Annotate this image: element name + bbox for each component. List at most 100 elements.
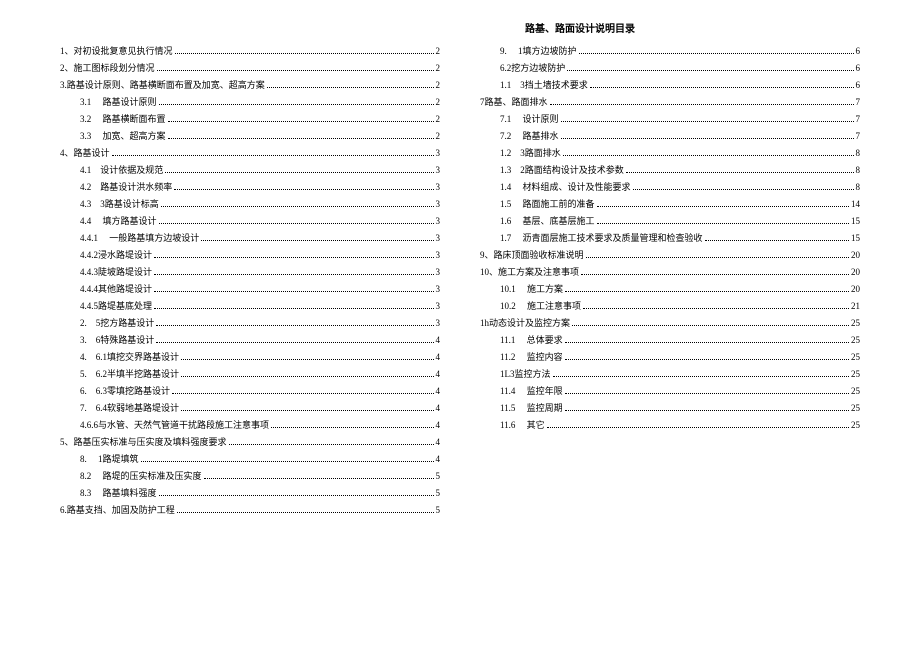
toc-dot-leader [157, 70, 434, 71]
toc-entry: 11.5 监控周期 25 [480, 400, 860, 417]
toc-entry: 7路基、路面排水7 [480, 94, 860, 111]
toc-dot-leader [565, 410, 849, 411]
toc-entry: 7. 6.4软弱地基路堤设计4 [60, 400, 440, 417]
toc-dot-leader [633, 189, 854, 190]
toc-dot-leader [156, 342, 433, 343]
toc-entry-page: 2 [436, 43, 441, 60]
toc-entry-page: 4 [436, 417, 441, 434]
toc-entry: 2、施工图标段划分情况2 [60, 60, 440, 77]
toc-dot-leader [565, 342, 849, 343]
toc-entry-page: 15 [851, 213, 860, 230]
toc-dot-leader [175, 53, 434, 54]
toc-entry-page: 3 [436, 213, 441, 230]
toc-entry-label: 1.6 基层、底基层施工 [500, 213, 595, 230]
toc-entry-page: 3 [436, 247, 441, 264]
toc-entry: 1.7 沥青面层施工技术要求及质量管理和检查验收15 [480, 230, 860, 247]
toc-entry: 5. 6.2半填半挖路基设计4 [60, 366, 440, 383]
toc-entry-page: 5 [436, 502, 441, 519]
toc-dot-leader [159, 104, 434, 105]
toc-dot-leader [141, 461, 434, 462]
toc-entry-label: 1.1 3挡土墙技术要求 [500, 77, 588, 94]
toc-entry: 7.2 路基排水7 [480, 128, 860, 145]
toc-entry-label: 4.4.2浸水路堤设计 [80, 247, 152, 264]
toc-entry: 4.4.2浸水路堤设计 3 [60, 247, 440, 264]
toc-dot-leader [154, 291, 433, 292]
toc-dot-leader [579, 53, 854, 54]
toc-dot-leader [168, 138, 434, 139]
toc-entry: 6. 6.3零填挖路基设计4 [60, 383, 440, 400]
toc-entry: 3.3 加宽、超高方案2 [60, 128, 440, 145]
toc-entry: 3.1 路基设计原则2 [60, 94, 440, 111]
toc-entry-page: 7 [856, 128, 861, 145]
toc-entry-page: 3 [436, 162, 441, 179]
toc-entry-page: 20 [851, 264, 860, 281]
toc-entry-label: 1.3 2路面结构设计及技术参数 [500, 162, 624, 179]
toc-entry-label: 5、路基压实标准与压实度及填料强度要求 [60, 434, 227, 451]
toc-entry: 1.3 2路面结构设计及技术参数 8 [480, 162, 860, 179]
toc-entry-page: 25 [851, 383, 860, 400]
toc-entry-page: 6 [856, 60, 861, 77]
toc-entry: 7.1 设计原则7 [480, 111, 860, 128]
toc-dot-leader [172, 393, 433, 394]
toc-entry-label: 4. 6.1填挖交界路基设计 [80, 349, 179, 366]
toc-dot-leader [547, 427, 849, 428]
toc-entry-label: 10.1 施工方案 [500, 281, 563, 298]
toc-entry: 4、路基设计3 [60, 145, 440, 162]
toc-columns: 1、对初设批复意见执行情况22、施工图标段划分情况23.路基设计原则、路基横断面… [60, 43, 860, 519]
toc-entry: 11.4 监控年限 25 [480, 383, 860, 400]
toc-entry-label: 1.5 路面施工前的准备 [500, 196, 595, 213]
toc-dot-leader [229, 444, 434, 445]
toc-entry-page: 5 [436, 485, 441, 502]
toc-entry-label: 11.5 监控周期 [500, 400, 563, 417]
toc-entry: 11.2 监控内容25 [480, 349, 860, 366]
toc-entry-label: 6.路基支挡、加固及防护工程 [60, 502, 175, 519]
toc-entry: 3. 6特殊路基设计4 [60, 332, 440, 349]
toc-dot-leader [181, 359, 433, 360]
toc-entry-page: 6 [856, 43, 861, 60]
toc-entry: 6.2挖方边坡防护6 [480, 60, 860, 77]
toc-entry-page: 5 [436, 468, 441, 485]
toc-entry: 1L3监控方法25 [480, 366, 860, 383]
toc-dot-leader [165, 172, 433, 173]
toc-entry: 1.4 材料组成、设计及性能要求8 [480, 179, 860, 196]
toc-entry: 8.3 路基填料强度5 [60, 485, 440, 502]
toc-dot-leader [597, 206, 849, 207]
toc-entry: 1.2 3路面排水8 [480, 145, 860, 162]
toc-entry-page: 20 [851, 281, 860, 298]
toc-dot-leader [565, 393, 849, 394]
toc-entry-page: 8 [856, 162, 861, 179]
toc-entry-label: 3.3 加宽、超高方案 [80, 128, 166, 145]
toc-entry-page: 25 [851, 366, 860, 383]
toc-dot-leader [267, 87, 434, 88]
toc-entry: 4.1 设计依据及规范3 [60, 162, 440, 179]
toc-entry: 11.1 总体要求25 [480, 332, 860, 349]
toc-entry-label: 4.6.6与水管、天然气管道干扰路段施工注意事项 [80, 417, 269, 434]
toc-entry: 8.2 路堤的压实标准及压实度 5 [60, 468, 440, 485]
toc-entry-label: 11.2 监控内容 [500, 349, 563, 366]
toc-dot-leader [567, 70, 853, 71]
toc-entry-label: 1.7 沥青面层施工技术要求及质量管理和检查验收 [500, 230, 703, 247]
toc-dot-leader [572, 325, 849, 326]
toc-dot-leader [201, 240, 433, 241]
toc-entry-label: 11.4 监控年限 [500, 383, 563, 400]
toc-dot-leader [705, 240, 849, 241]
toc-dot-leader [590, 87, 854, 88]
toc-entry-label: 11.6 其它 [500, 417, 545, 434]
toc-entry-label: 8.2 路堤的压实标准及压实度 [80, 468, 202, 485]
toc-entry: 4. 6.1填挖交界路基设计4 [60, 349, 440, 366]
toc-entry-label: 3.1 路基设计原则 [80, 94, 157, 111]
toc-entry: 1.6 基层、底基层施工 15 [480, 213, 860, 230]
toc-entry-page: 25 [851, 400, 860, 417]
toc-entry: 4.4.5路堤基底处理3 [60, 298, 440, 315]
toc-entry-page: 4 [436, 332, 441, 349]
toc-entry: 11.6 其它25 [480, 417, 860, 434]
toc-entry-page: 25 [851, 332, 860, 349]
toc-dot-leader [597, 223, 849, 224]
toc-entry: 10.2 施工注意事项21 [480, 298, 860, 315]
toc-entry-label: 1.2 3路面排水 [500, 145, 561, 162]
toc-dot-leader [174, 189, 433, 190]
toc-entry-page: 7 [856, 94, 861, 111]
toc-entry-page: 2 [436, 77, 441, 94]
toc-entry-page: 4 [436, 434, 441, 451]
toc-entry-label: 2、施工图标段划分情况 [60, 60, 155, 77]
